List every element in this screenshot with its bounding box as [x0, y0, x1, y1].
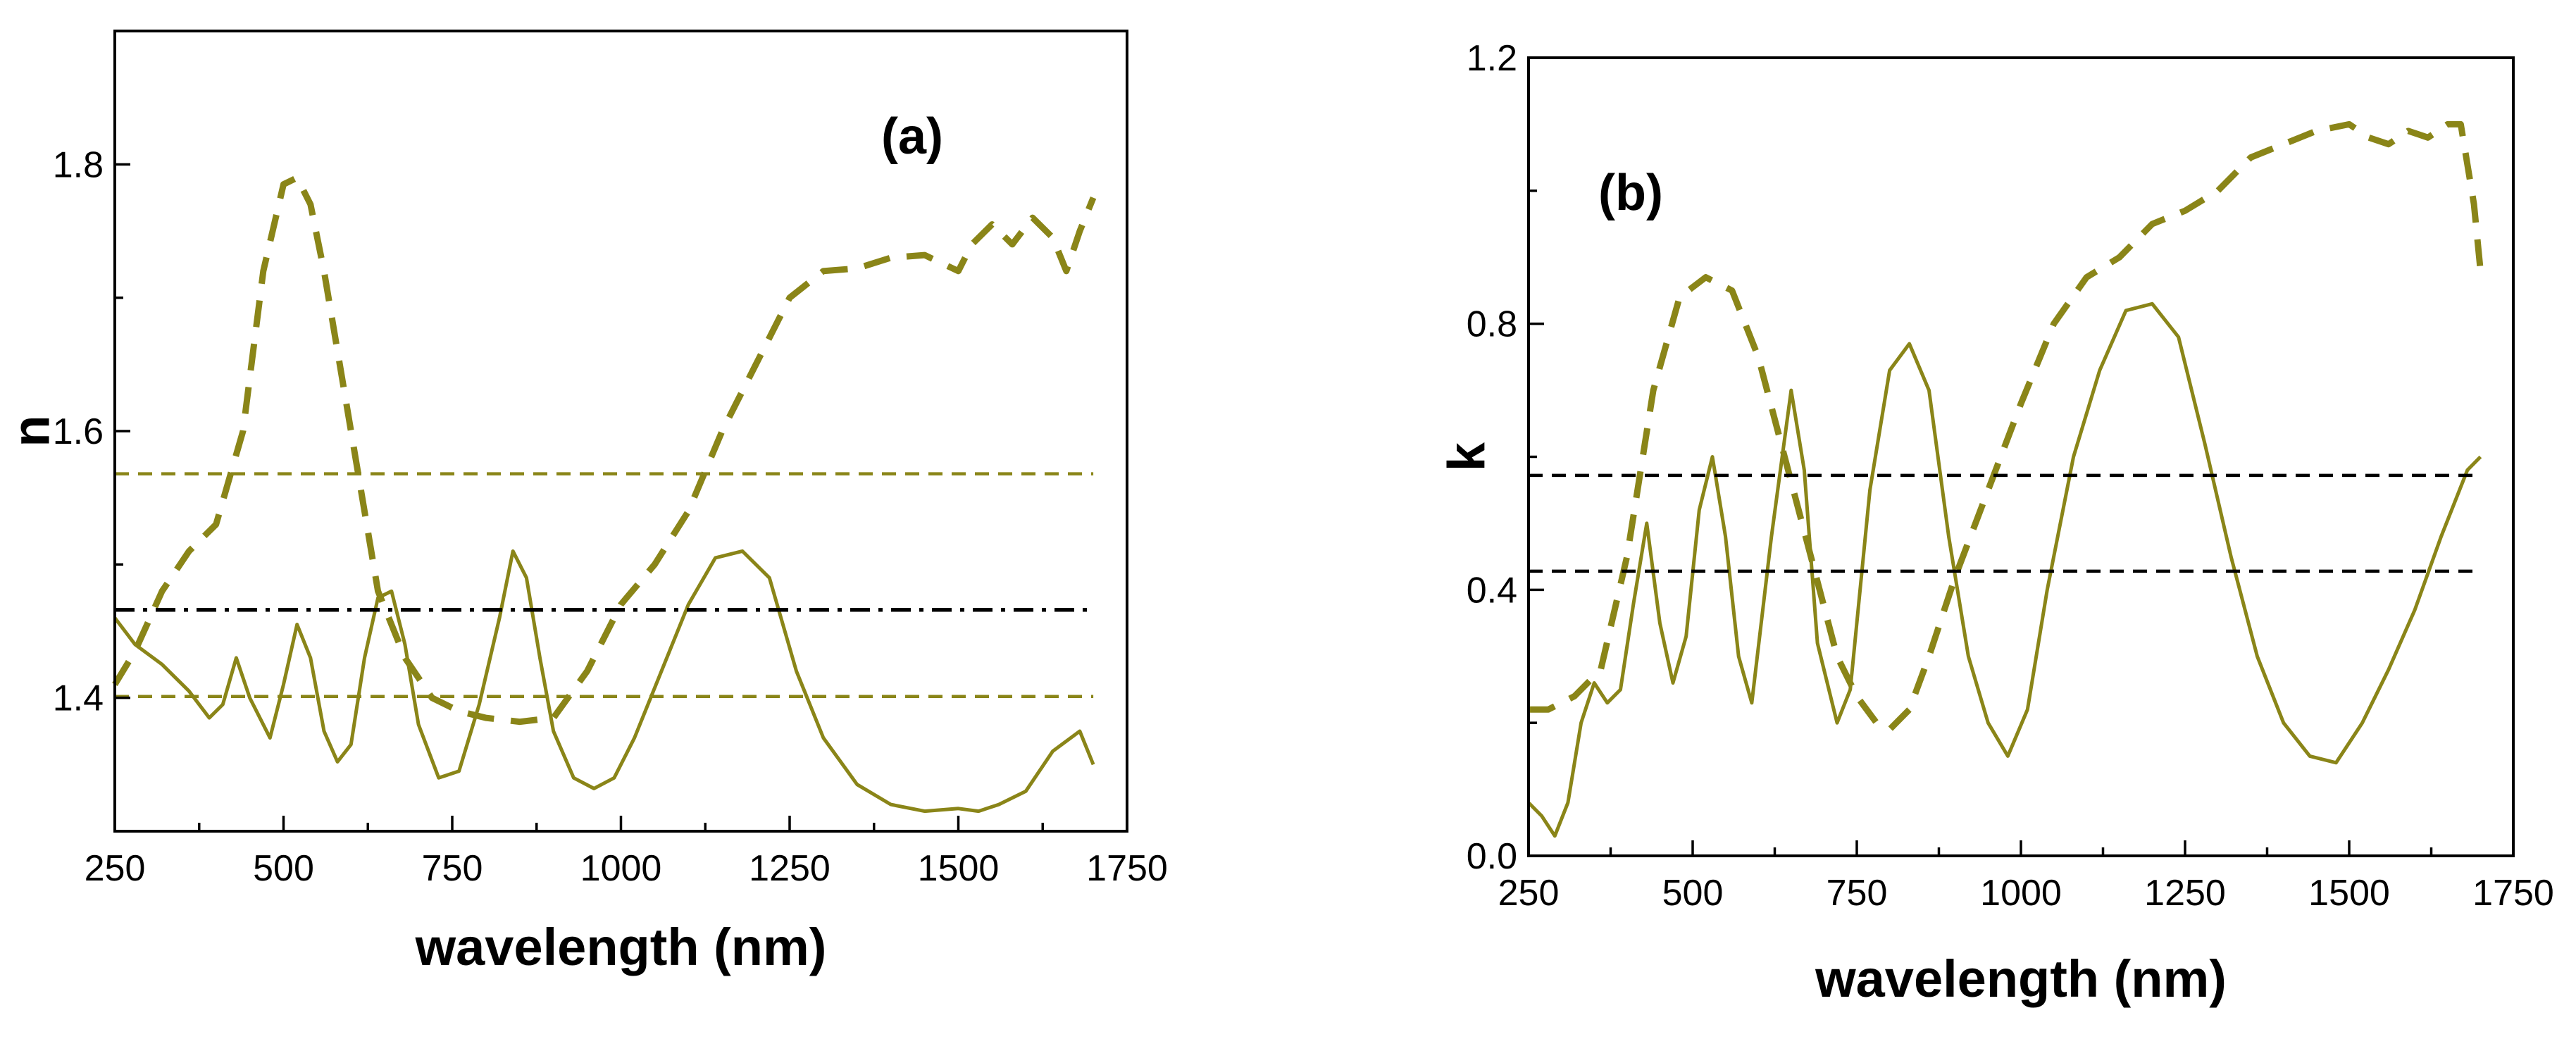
panel-a-y-axis-title: n	[2, 415, 61, 447]
panel-a-ticks	[113, 30, 1128, 833]
x-tick-label: 1250	[2144, 873, 2226, 914]
x-tick-label: 1500	[918, 848, 1000, 889]
x-tick-label: 1000	[1980, 873, 2062, 914]
panel-a-x-tick-labels: 250 500 750 1000 1250 1500 1750	[85, 848, 1168, 889]
x-tick-label: 1250	[749, 848, 830, 889]
panel-b-series	[1527, 120, 2484, 838]
panel-b-x-axis-title: wavelength (nm)	[1815, 950, 2227, 1008]
y-tick-label: 0.8	[1467, 304, 1517, 345]
y-tick-label: 0.4	[1467, 570, 1517, 611]
panel-a-y-tick-labels: 1.4 1.6 1.8	[53, 144, 104, 718]
x-tick-label: 750	[1827, 873, 1888, 914]
x-tick-label: 500	[253, 848, 314, 889]
x-tick-label: 750	[422, 848, 483, 889]
series-dashed-line	[112, 174, 1097, 726]
panel-b-y-axis-title: k	[1438, 442, 1496, 471]
y-tick-label: 1.2	[1467, 38, 1517, 79]
x-tick-label: 1750	[2472, 873, 2554, 914]
panel-a-plot-frame	[113, 30, 1128, 833]
panel-a-label: (a)	[881, 108, 943, 165]
x-tick-label: 500	[1662, 873, 1724, 914]
x-tick-label: 1750	[1086, 848, 1168, 889]
y-tick-label: 1.6	[53, 411, 104, 452]
x-tick-label: 1500	[2308, 873, 2390, 914]
panel-a-x-axis-title: wavelength (nm)	[415, 918, 827, 976]
x-tick-label: 250	[1498, 873, 1560, 914]
panel-b-x-tick-labels: 250 500 750 1000 1250 1500 1750	[1498, 873, 2554, 914]
x-tick-label: 1000	[580, 848, 662, 889]
panel-b: 250 500 750 1000 1250 1500 1750 0.0 0.4 …	[1438, 38, 2554, 1008]
series-solid-line	[1527, 301, 2482, 838]
panel-b-plot-frame	[1527, 56, 2515, 857]
series-dashed-line	[1529, 120, 2484, 733]
panel-a: 250 500 750 1000 1250 1500 1750 1.4 1.6 …	[2, 30, 1168, 976]
y-tick-label: 1.4	[53, 678, 104, 719]
y-tick-label: 1.8	[53, 144, 104, 185]
panel-b-label: (b)	[1598, 165, 1663, 221]
x-tick-label: 250	[85, 848, 146, 889]
panel-b-y-tick-labels: 0.0 0.4 0.8 1.2	[1467, 38, 1517, 877]
series-solid-line	[113, 549, 1095, 814]
panel-a-series	[112, 174, 1097, 814]
y-tick-label: 0.0	[1467, 836, 1517, 877]
panel-b-ticks	[1527, 56, 2515, 857]
